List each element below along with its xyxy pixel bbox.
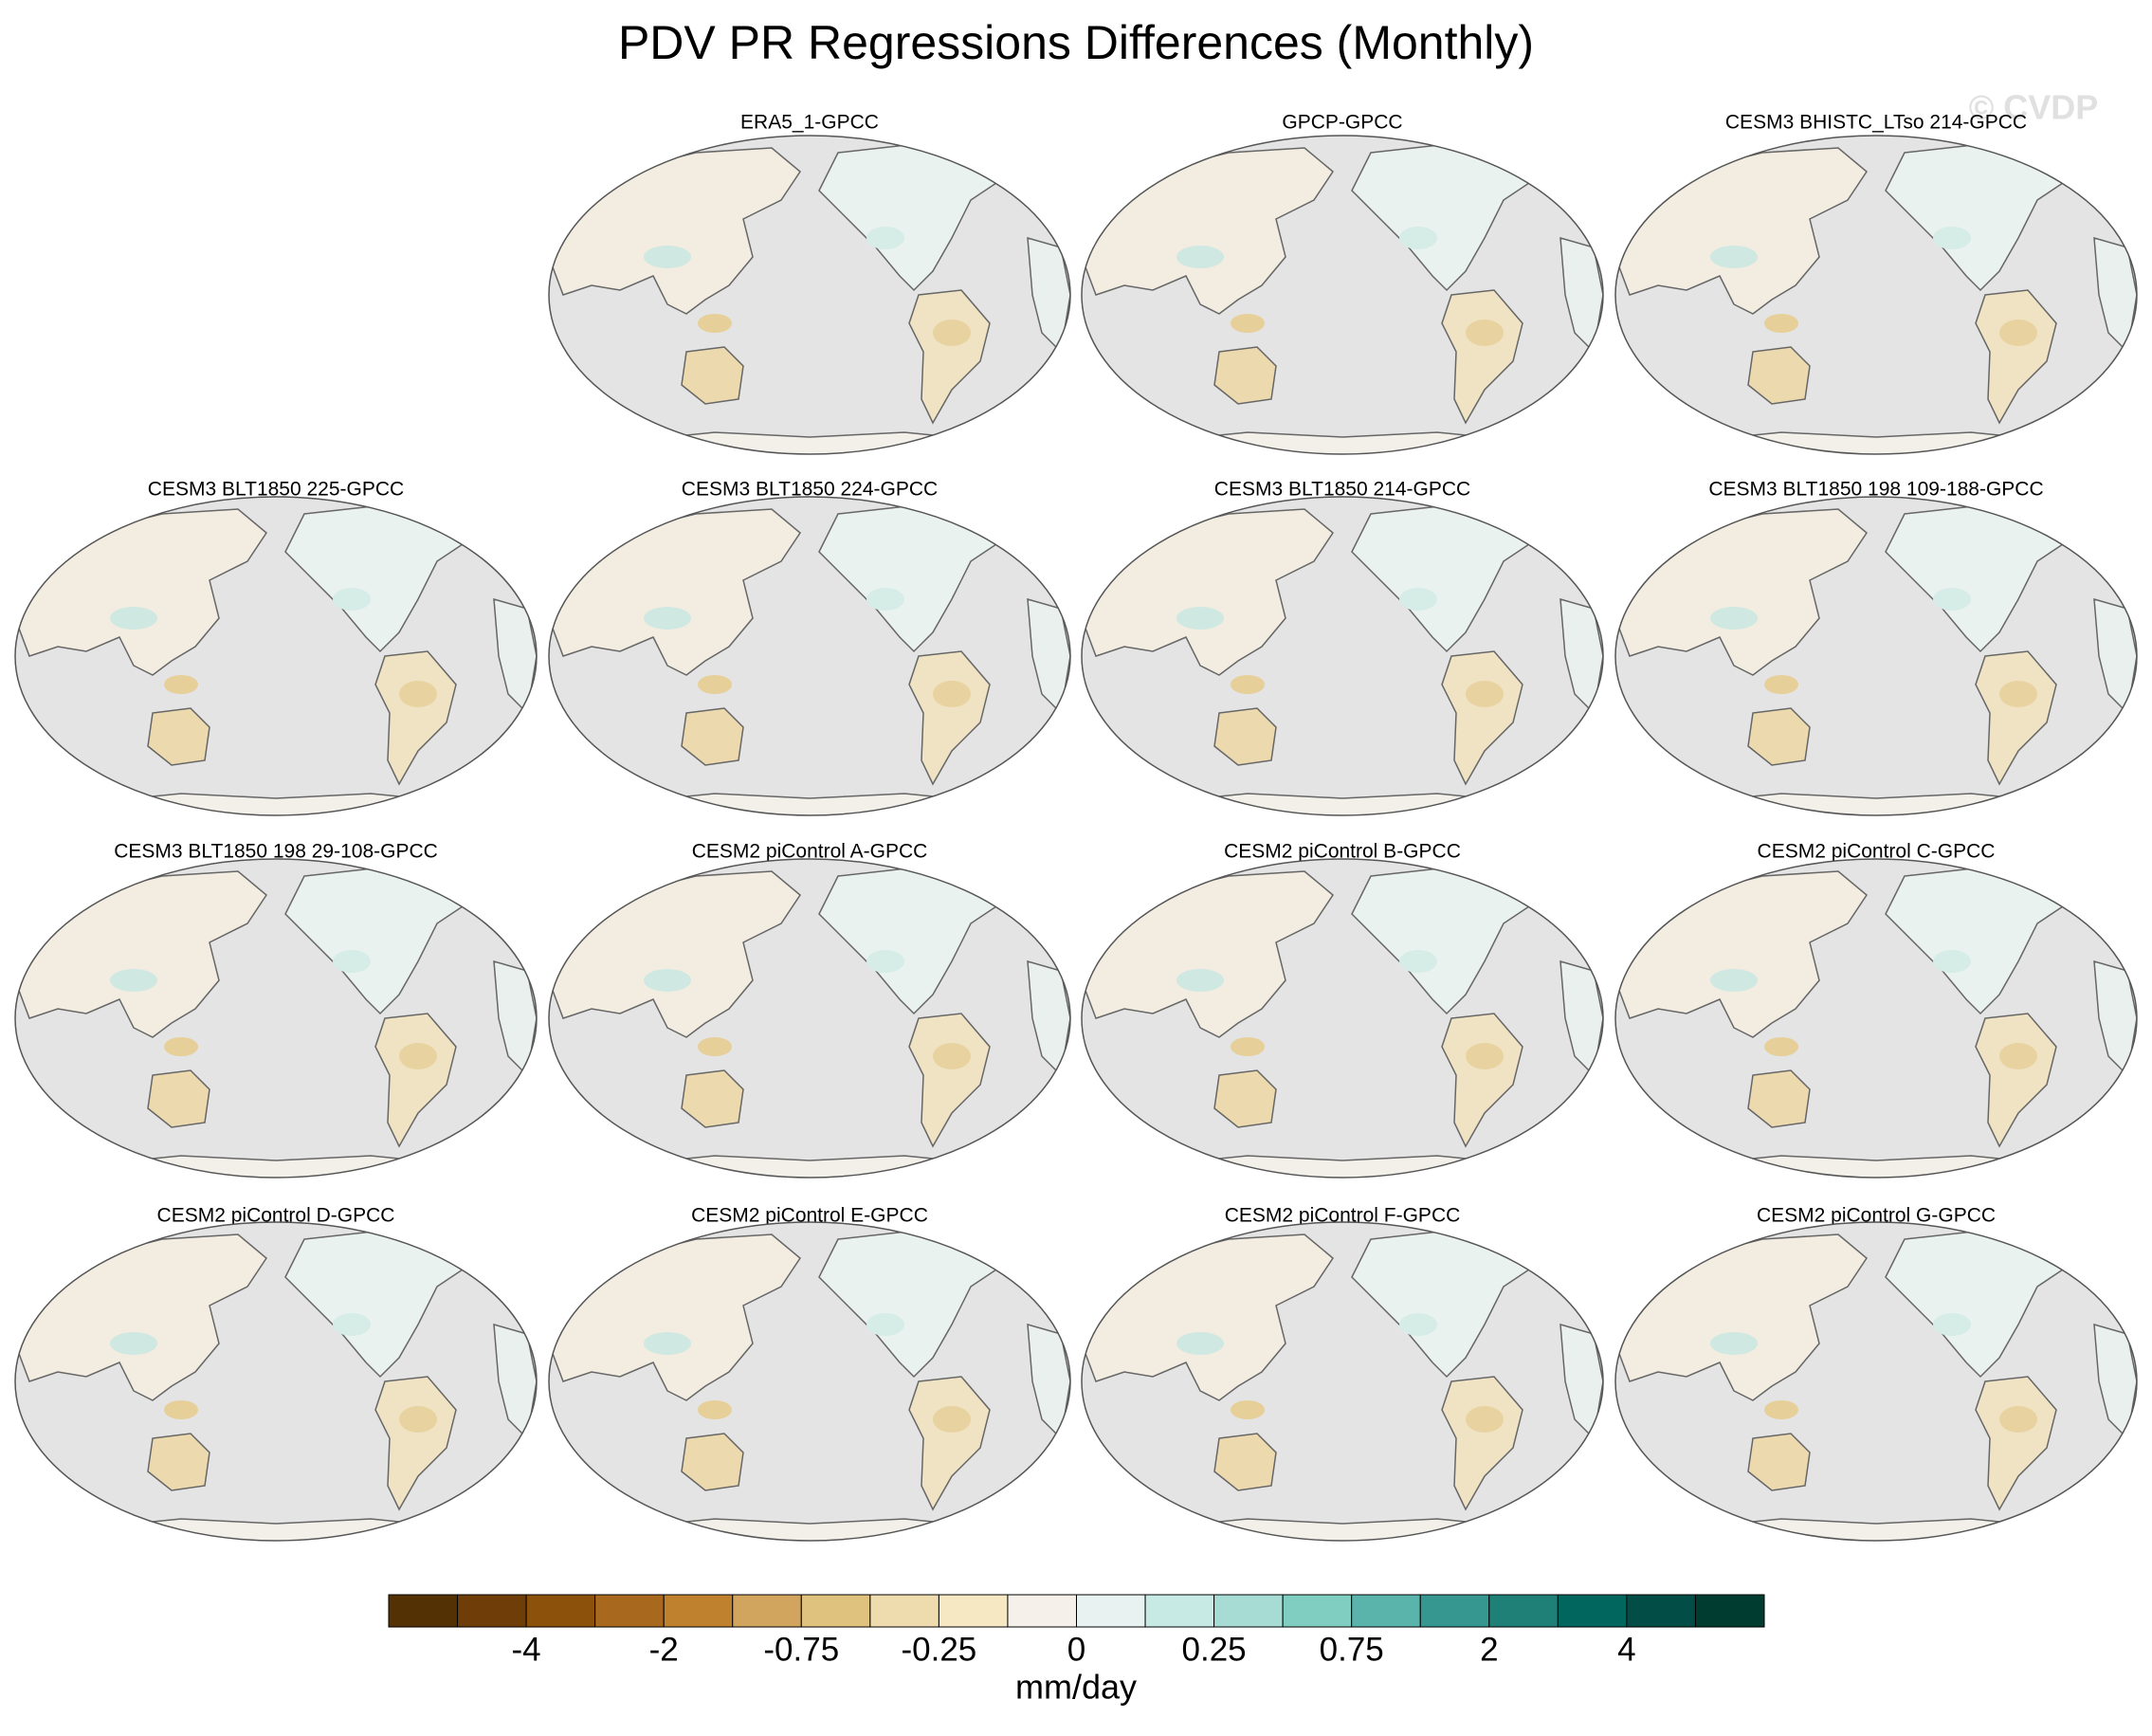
panel-title: CESM3 BLT1850 198 29-108-GPCC — [114, 841, 438, 863]
map — [1081, 1221, 1604, 1542]
map — [548, 858, 1071, 1179]
panel-title: CESM3 BHISTC_LTso 214-GPCC — [1725, 112, 2027, 134]
colorbar-box — [1351, 1594, 1421, 1628]
map — [1614, 858, 2138, 1179]
panel-title: ERA5_1-GPCC — [740, 112, 879, 134]
map — [14, 1221, 538, 1542]
map-border — [1081, 1221, 1604, 1542]
map — [14, 858, 538, 1179]
panel-title: CESM3 BLT1850 224-GPCC — [682, 479, 938, 501]
colorbar-box — [1282, 1594, 1353, 1628]
colorbar-label: -2 — [649, 1631, 679, 1668]
panel-title: CESM2 piControl A-GPCC — [692, 841, 928, 863]
map — [548, 1221, 1071, 1542]
map — [548, 135, 1071, 455]
map-border — [1081, 135, 1604, 455]
map — [1614, 496, 2138, 816]
colorbar-box — [663, 1594, 734, 1628]
colorbar-box — [525, 1594, 596, 1628]
map-border — [1081, 858, 1604, 1179]
panel-title: GPCP-GPCC — [1282, 112, 1402, 134]
colorbar-box — [800, 1594, 871, 1628]
map — [1614, 135, 2138, 455]
colorbar-box — [1694, 1594, 1765, 1628]
panels: ERA5_1-GPCC GPCP-GPCC CESM3 BHISTC_LTso 21… — [14, 112, 2138, 1542]
map — [1081, 496, 1604, 816]
panel-title: CESM2 piControl G-GPCC — [1757, 1205, 1996, 1227]
panel-title: CESM3 BLT1850 198 109-188-GPCC — [1708, 479, 2043, 501]
map — [1614, 1221, 2138, 1542]
colorbar-box — [1076, 1594, 1146, 1628]
colorbar-box — [1007, 1594, 1077, 1628]
colorbar-box — [1626, 1594, 1696, 1628]
colorbar-box — [594, 1594, 665, 1628]
colorbar-label: 2 — [1480, 1631, 1498, 1668]
map-border — [548, 135, 1071, 455]
panel-title: CESM2 piControl B-GPCC — [1224, 841, 1461, 863]
colorbar-label: -4 — [512, 1631, 541, 1668]
map-border — [548, 858, 1071, 1179]
colorbar-box — [457, 1594, 527, 1628]
colorbar-label: 0 — [1067, 1631, 1085, 1668]
map-border — [1614, 496, 2138, 816]
colorbar: -4 -2 -0.75 -0.25 0 0.25 0.75 2 4 — [388, 1594, 1765, 1668]
map — [14, 496, 538, 816]
colorbar-label: -0.75 — [763, 1631, 839, 1668]
colorbar-box — [732, 1594, 802, 1628]
panel-title: CESM2 piControl C-GPCC — [1758, 841, 1996, 863]
colorbar-label: -0.25 — [902, 1631, 977, 1668]
colorbar-box — [938, 1594, 1009, 1628]
colorbar-box — [1213, 1594, 1284, 1628]
map — [1081, 135, 1604, 455]
colorbar-box — [1557, 1594, 1628, 1628]
figure-title: PDV PR Regressions Differences (Monthly) — [618, 16, 1534, 69]
map-border — [548, 496, 1071, 816]
map-border — [1614, 135, 2138, 455]
map-border — [548, 1221, 1071, 1542]
colorbar-box — [1488, 1594, 1559, 1628]
map — [1081, 858, 1604, 1179]
panel-title: CESM2 piControl D-GPCC — [157, 1205, 395, 1227]
panel-title: CESM2 piControl E-GPCC — [691, 1205, 928, 1227]
panel-title: CESM3 BLT1850 214-GPCC — [1214, 479, 1470, 501]
map-border — [14, 1221, 538, 1542]
panel-title: CESM2 piControl F-GPCC — [1225, 1205, 1461, 1227]
colorbar-box — [1144, 1594, 1215, 1628]
colorbar-label: 0.75 — [1320, 1631, 1384, 1668]
watermark: © CVDP — [1969, 88, 2099, 127]
map-border — [1081, 496, 1604, 816]
colorbar-units: mm/day — [1015, 1668, 1137, 1707]
map-border — [14, 858, 538, 1179]
map-border — [1614, 858, 2138, 1179]
panel-title: CESM3 BLT1850 225-GPCC — [148, 479, 404, 501]
colorbar-label: 0.25 — [1182, 1631, 1247, 1668]
map-border — [14, 496, 538, 816]
map — [548, 496, 1071, 816]
map-border — [1614, 1221, 2138, 1542]
colorbar-box — [388, 1594, 459, 1628]
colorbar-label: 4 — [1617, 1631, 1635, 1668]
colorbar-box — [869, 1594, 939, 1628]
colorbar-box — [1419, 1594, 1490, 1628]
